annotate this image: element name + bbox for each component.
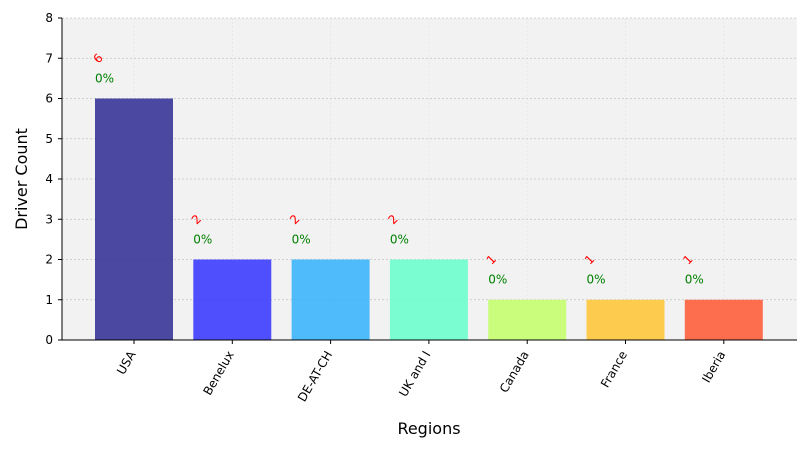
x-tick-label: Iberia xyxy=(699,349,728,386)
y-tick-label: 8 xyxy=(45,11,53,25)
x-tick-label: DE-AT-CH xyxy=(295,349,335,405)
bar xyxy=(291,259,370,340)
x-axis-label: Regions xyxy=(397,419,460,438)
bar xyxy=(586,299,665,340)
bar xyxy=(684,299,763,340)
x-tick-label: USA xyxy=(114,348,139,377)
percent-label: 0% xyxy=(292,232,311,246)
y-tick-label: 2 xyxy=(45,253,53,267)
y-tick-label: 6 xyxy=(45,92,53,106)
y-tick-label: 7 xyxy=(45,51,53,65)
percent-label: 0% xyxy=(193,232,212,246)
bar xyxy=(488,299,567,340)
bars xyxy=(95,98,763,340)
bar xyxy=(389,259,468,340)
percent-label: 0% xyxy=(488,273,507,287)
y-tick-label: 4 xyxy=(45,172,53,186)
percent-label: 0% xyxy=(587,273,606,287)
x-tick-label: Benelux xyxy=(200,349,236,398)
percent-label: 0% xyxy=(390,232,409,246)
y-axis-label: Driver Count xyxy=(12,128,31,230)
y-tick-label: 5 xyxy=(45,132,53,146)
percent-label: 0% xyxy=(95,71,114,85)
x-tick-label: France xyxy=(598,349,630,391)
y-tick-label: 3 xyxy=(45,212,53,226)
percent-label: 0% xyxy=(685,273,704,287)
x-tick-label: UK and I xyxy=(396,349,433,400)
y-tick-label: 0 xyxy=(45,333,53,347)
y-tick-label: 1 xyxy=(45,293,53,307)
bar xyxy=(95,98,173,340)
y-ticks: 0 1 2 3 4 5 6 7 8 xyxy=(45,11,62,347)
bar xyxy=(193,259,272,340)
x-ticks: USA Benelux DE-AT-CH UK and I Canada France Ib… xyxy=(114,340,728,404)
x-tick-label: Canada xyxy=(497,349,532,396)
